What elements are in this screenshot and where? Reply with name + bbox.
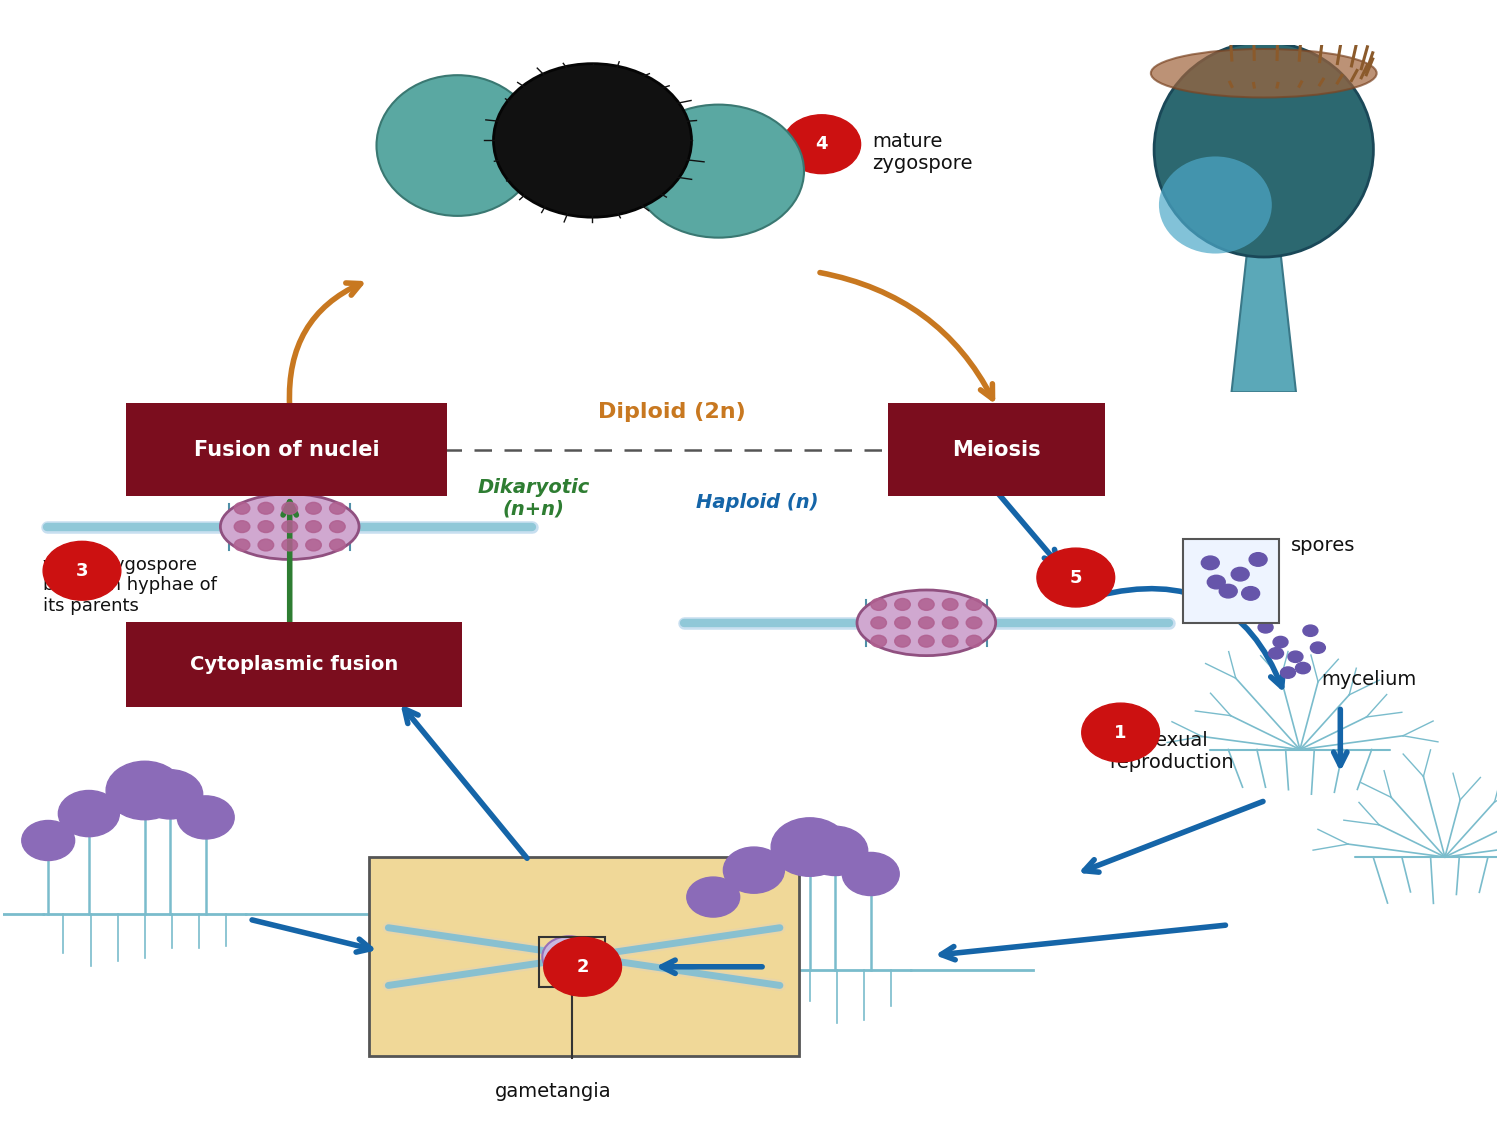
Ellipse shape (1154, 42, 1374, 257)
Circle shape (1288, 652, 1304, 663)
Circle shape (918, 617, 934, 629)
Circle shape (282, 503, 297, 514)
Text: 2: 2 (576, 957, 590, 976)
Text: Diploid (2n): Diploid (2n) (598, 402, 746, 422)
Polygon shape (1232, 247, 1296, 392)
Circle shape (330, 521, 345, 532)
FancyBboxPatch shape (1184, 539, 1280, 623)
Text: mature
zygospore: mature zygospore (873, 132, 974, 173)
Circle shape (44, 541, 122, 600)
Text: asexual
reproduction: asexual reproduction (1108, 731, 1233, 772)
FancyBboxPatch shape (126, 404, 447, 496)
Circle shape (802, 827, 867, 875)
Circle shape (783, 115, 861, 174)
Text: Dikaryotic
(n+n): Dikaryotic (n+n) (477, 478, 590, 518)
Circle shape (330, 539, 345, 551)
Text: 3: 3 (75, 562, 88, 580)
Ellipse shape (633, 105, 804, 238)
Circle shape (544, 937, 621, 996)
Circle shape (1304, 625, 1318, 637)
Circle shape (1274, 637, 1288, 648)
Circle shape (138, 770, 202, 819)
Text: Haploid (n): Haploid (n) (696, 493, 819, 513)
Circle shape (966, 617, 982, 629)
Circle shape (871, 598, 886, 611)
Circle shape (543, 936, 596, 977)
Circle shape (894, 617, 910, 629)
Text: spores: spores (1292, 537, 1356, 555)
Ellipse shape (856, 590, 996, 656)
Text: 1: 1 (1114, 723, 1126, 741)
Circle shape (871, 636, 886, 647)
Text: 4: 4 (816, 135, 828, 153)
Circle shape (966, 636, 982, 647)
Circle shape (771, 818, 849, 877)
Circle shape (942, 636, 958, 647)
FancyBboxPatch shape (369, 857, 800, 1056)
Circle shape (942, 617, 958, 629)
Circle shape (1311, 642, 1326, 654)
Circle shape (894, 636, 910, 647)
Circle shape (1220, 584, 1238, 598)
Circle shape (1296, 663, 1311, 674)
Circle shape (1250, 553, 1268, 566)
Circle shape (1036, 548, 1114, 607)
Circle shape (58, 790, 120, 837)
Circle shape (234, 521, 250, 532)
Circle shape (22, 821, 75, 861)
Text: gametangia: gametangia (495, 1081, 610, 1101)
Circle shape (1202, 556, 1219, 570)
Circle shape (843, 853, 898, 896)
Text: Meiosis: Meiosis (952, 440, 1041, 459)
Circle shape (918, 598, 934, 611)
Circle shape (306, 503, 321, 514)
Circle shape (282, 539, 297, 551)
Circle shape (282, 521, 297, 532)
Circle shape (234, 503, 250, 514)
Circle shape (687, 877, 740, 918)
Text: mycelium: mycelium (1322, 670, 1416, 689)
Ellipse shape (376, 75, 538, 216)
Circle shape (106, 762, 183, 820)
Text: 5: 5 (1070, 568, 1082, 587)
Circle shape (723, 847, 784, 894)
FancyBboxPatch shape (126, 622, 462, 707)
Circle shape (1258, 622, 1274, 633)
Circle shape (330, 503, 345, 514)
Circle shape (1208, 575, 1225, 589)
Circle shape (1242, 587, 1260, 600)
Text: young zygospore
between hyphae of
its parents: young zygospore between hyphae of its pa… (44, 556, 218, 615)
Ellipse shape (1150, 49, 1377, 98)
Circle shape (234, 539, 250, 551)
Circle shape (942, 598, 958, 611)
Circle shape (1269, 648, 1284, 659)
Circle shape (177, 796, 234, 839)
Circle shape (258, 521, 273, 532)
Circle shape (966, 598, 982, 611)
Circle shape (258, 503, 273, 514)
Text: Cytoplasmic fusion: Cytoplasmic fusion (190, 655, 399, 674)
Text: Fusion of nuclei: Fusion of nuclei (194, 440, 380, 459)
Circle shape (306, 521, 321, 532)
Ellipse shape (1160, 157, 1272, 254)
Ellipse shape (220, 493, 358, 559)
FancyBboxPatch shape (888, 404, 1106, 496)
Circle shape (306, 539, 321, 551)
Circle shape (1232, 567, 1250, 581)
Circle shape (258, 539, 273, 551)
Circle shape (918, 636, 934, 647)
Ellipse shape (494, 64, 692, 217)
Circle shape (1281, 667, 1296, 679)
Circle shape (871, 617, 886, 629)
Circle shape (1082, 703, 1160, 762)
Circle shape (894, 598, 910, 611)
